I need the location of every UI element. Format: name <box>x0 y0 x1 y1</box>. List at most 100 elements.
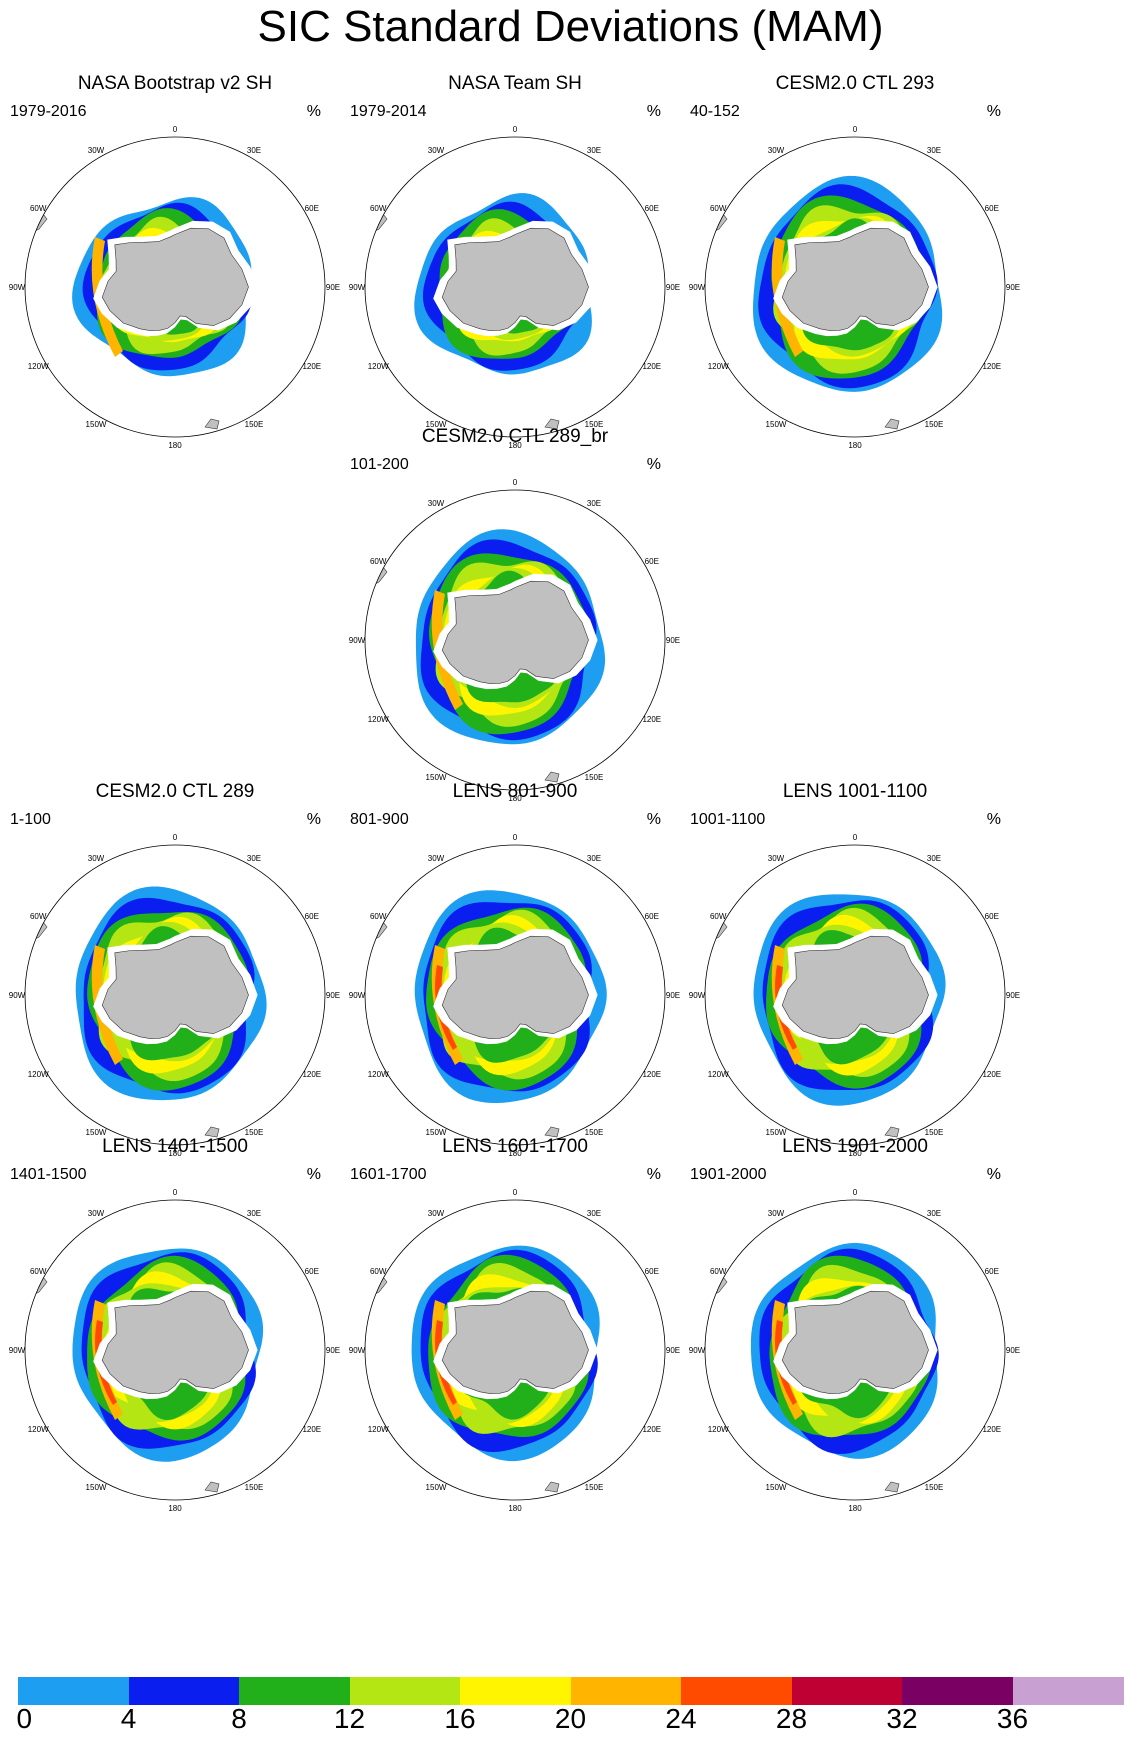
longitude-label: 0 <box>853 1188 858 1197</box>
new-zealand-landmass <box>544 418 560 430</box>
antarctica-landmass <box>101 227 249 331</box>
longitude-label: 90W <box>689 991 706 1000</box>
colorbar-tick-label: 16 <box>444 1703 476 1734</box>
longitude-label: 0 <box>513 125 518 134</box>
longitude-label: 30W <box>768 146 785 155</box>
panel-title: LENS 1001-1100 <box>782 781 928 802</box>
panel-unit: % <box>646 456 661 473</box>
new-zealand-landmass <box>884 1481 900 1493</box>
longitude-label: 30E <box>587 146 601 155</box>
sic-hotspot-20-24 <box>91 237 123 357</box>
colorbar-swatch <box>128 1677 240 1705</box>
map-panel: LENS 1001-1100 0 30E 60E 90E 120E 150E 180 150W 1… <box>685 780 1025 1160</box>
antarctica-landmass <box>781 227 929 331</box>
longitude-label: 150W <box>766 1128 787 1137</box>
longitude-label: 60W <box>30 1267 47 1276</box>
new-zealand-landmass <box>204 1126 220 1138</box>
main-title: SIC Standard Deviations (MAM) <box>257 2 884 51</box>
longitude-label: 120E <box>982 1070 1001 1079</box>
map-boundary <box>364 489 666 791</box>
longitude-label: 150W <box>86 420 107 429</box>
longitude-label: 30W <box>428 499 445 508</box>
longitude-label: 30E <box>927 146 941 155</box>
panel-period: 1979-2014 <box>350 103 427 120</box>
panel-period: 1001-1100 <box>690 811 766 828</box>
longitude-label: 90E <box>1006 283 1020 292</box>
antarctica-landmass <box>441 1290 589 1394</box>
longitude-label: 90E <box>666 636 680 645</box>
sic-hotspot-20-24 <box>771 237 803 357</box>
map-panel: LENS 1601-1700 0 30E 60E 90E 120E 150E 180 150W 1… <box>345 1135 685 1515</box>
longitude-label: 90E <box>326 283 340 292</box>
longitude-label: 150E <box>585 1128 604 1137</box>
longitude-label: 180 <box>508 794 522 803</box>
longitude-label: 60E <box>645 912 659 921</box>
longitude-label: 60E <box>985 912 999 921</box>
map-boundary <box>704 844 1006 1146</box>
longitude-label: 0 <box>173 1188 178 1197</box>
polar-stereographic-map: 0 30E 60E 90E 120E 150E 180 150W 120W 90W 60W 30W <box>9 125 340 450</box>
polar-stereographic-map: 0 30E 60E 90E 120E 150E 180 150W 120W 90W 60W 30W <box>689 833 1020 1158</box>
longitude-label: 60E <box>645 204 659 213</box>
longitude-label: 120W <box>368 1425 389 1434</box>
longitude-label: 90W <box>689 1346 706 1355</box>
colorbar-tick-label: 20 <box>554 1703 587 1734</box>
colorbar-tick-label: 8 <box>231 1703 247 1734</box>
longitude-label: 120W <box>708 1425 729 1434</box>
new-zealand-landmass <box>544 1126 560 1138</box>
longitude-label: 90E <box>666 991 680 1000</box>
panel-title: CESM2.0 CTL 289_br <box>421 426 609 447</box>
longitude-label: 0 <box>513 1188 518 1197</box>
longitude-label: 150W <box>86 1128 107 1137</box>
longitude-label: 0 <box>853 833 858 842</box>
sic-hotspot-24-28 <box>435 965 457 1050</box>
longitude-label: 60E <box>985 1267 999 1276</box>
longitude-label: 60W <box>710 1267 727 1276</box>
longitude-label: 60E <box>985 204 999 213</box>
colorbar-tick-label: 24 <box>665 1703 697 1734</box>
longitude-label: 180 <box>848 1504 862 1513</box>
longitude-label: 30E <box>587 854 601 863</box>
longitude-label: 30E <box>927 1209 941 1218</box>
panel-unit: % <box>646 103 661 120</box>
panel-period: 1979-2016 <box>10 103 87 120</box>
colorbar-swatch <box>902 1677 1013 1705</box>
panel-period: 1401-1500 <box>10 1166 87 1183</box>
map-boundary <box>24 136 326 438</box>
antarctica-landmass <box>101 935 249 1039</box>
longitude-label: 120W <box>708 1070 729 1079</box>
longitude-label: 120W <box>368 1070 389 1079</box>
colorbar <box>18 1677 1124 1705</box>
panel-period: 1901-2000 <box>690 1166 767 1183</box>
longitude-label: 90E <box>666 283 680 292</box>
longitude-label: 60W <box>370 204 387 213</box>
panel-title: CESM2.0 CTL 293 <box>775 73 935 94</box>
longitude-label: 60E <box>645 557 659 566</box>
panel-unit: % <box>646 1166 661 1183</box>
panel-title: LENS 801-900 <box>452 781 578 802</box>
panel-title: NASA Bootstrap v2 SH <box>77 73 273 94</box>
map-panel: CESM2.0 CTL 289_br 0 30E 60E 90E 120E 150E 180 1… <box>345 425 685 805</box>
map-panel: CESM2.0 CTL 293 0 30E 60E 90E 120E 150E 180 150W… <box>685 72 1025 452</box>
longitude-label: 60W <box>370 557 387 566</box>
panel-title: LENS 1601-1700 <box>442 1136 588 1157</box>
longitude-label: 120W <box>28 362 49 371</box>
longitude-label: 180 <box>168 1149 182 1158</box>
longitude-label: 30W <box>88 1209 105 1218</box>
longitude-label: 30W <box>768 1209 785 1218</box>
longitude-label: 120E <box>642 1070 661 1079</box>
longitude-label: 120E <box>642 715 661 724</box>
panel-title: LENS 1901-2000 <box>782 1136 928 1157</box>
polar-stereographic-map: 0 30E 60E 90E 120E 150E 180 150W 120W 90W 60W 30W <box>349 125 680 450</box>
antarctica-landmass <box>441 580 589 684</box>
longitude-label: 150E <box>585 420 604 429</box>
longitude-label: 60W <box>710 204 727 213</box>
longitude-label: 120W <box>368 715 389 724</box>
longitude-label: 180 <box>508 441 522 450</box>
new-zealand-landmass <box>884 1126 900 1138</box>
longitude-label: 30E <box>247 1209 261 1218</box>
longitude-label: 150W <box>766 1483 787 1492</box>
longitude-label: 90W <box>349 1346 366 1355</box>
longitude-label: 150W <box>426 773 447 782</box>
longitude-label: 30E <box>587 1209 601 1218</box>
